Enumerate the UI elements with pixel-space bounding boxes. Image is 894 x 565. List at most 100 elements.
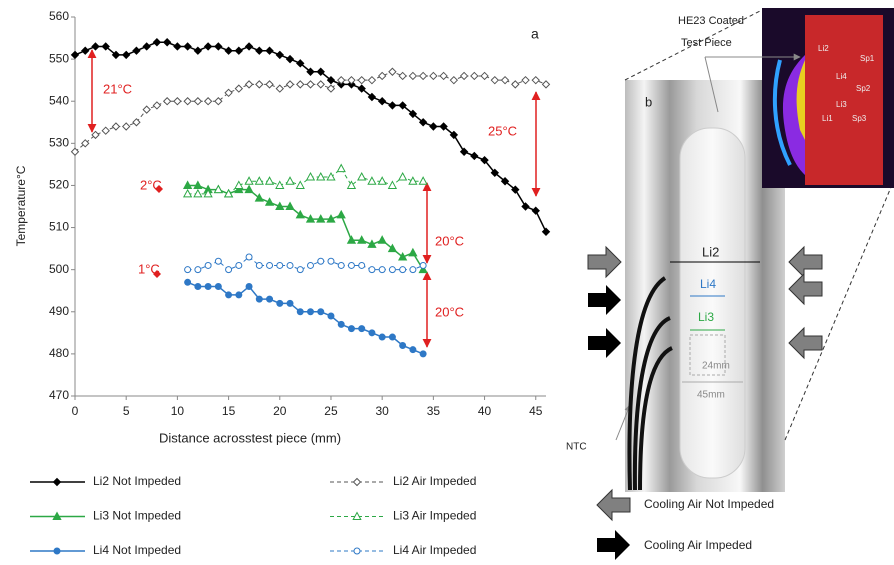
marker [255,46,264,55]
marker [511,80,520,89]
marker [182,188,193,198]
legend-marker [53,547,61,555]
marker [276,299,284,307]
marker [358,325,366,333]
marker [398,71,407,81]
thermal-label: Li2 [818,44,829,53]
marker [408,71,418,81]
marker [296,80,305,89]
marker [285,201,295,210]
marker [449,75,459,85]
legend-marker [353,547,361,555]
legend-item: Li3 Air Impeded [330,509,476,523]
marker [214,283,222,291]
marker [234,184,244,194]
marker [418,176,428,185]
marker [70,147,80,156]
marker [459,71,469,81]
marker [337,320,345,328]
marker [459,147,469,156]
marker [193,46,203,55]
marker [305,214,316,223]
marker [245,253,253,261]
x-tick-label: 30 [375,404,389,418]
marker [307,308,314,316]
marker [235,261,243,269]
marker [408,109,418,119]
marker [316,80,325,89]
marker [316,67,325,76]
x-tick-label: 15 [222,404,236,418]
legend-item: Li2 Not Impeded [30,474,181,488]
marker [418,71,428,81]
marker [326,84,336,93]
test-slot [679,127,746,479]
marker [521,202,530,211]
marker [470,151,479,161]
y-tick-label: 490 [49,304,69,318]
marker [275,180,285,189]
marker [357,235,367,244]
diagram-legend-label: Cooling Air Impeded [644,538,752,552]
marker [388,101,397,110]
marker [429,122,438,131]
legend-item: Li4 Air Impeded [330,543,476,557]
marker [121,50,131,60]
test-piece-label: HE23 Coated [678,15,744,27]
marker [91,130,100,140]
marker [162,97,172,106]
thermal-label: Sp2 [856,84,871,93]
marker [367,239,377,248]
marker [111,122,121,131]
y-axis-label: Temperature°C [14,165,28,246]
marker [337,75,346,85]
marker [81,139,90,148]
legend-label: Li3 Air Impeded [393,509,476,523]
test-piece-label: Test Piece [681,37,732,49]
y-tick-label: 560 [49,9,69,23]
thermal-label: Sp3 [852,114,867,123]
marker [480,71,489,81]
gauge-label: Li4 [700,277,716,291]
marker [184,278,192,286]
dimension-label: 45mm [697,390,725,401]
marker [358,261,366,269]
legend-item: Li4 Not Impeded [30,543,181,557]
marker [377,71,387,81]
marker [326,214,336,223]
thermal-labels: Li2 Sp1 Li4 Sp2 Li3 Li1 Sp3 [818,44,875,123]
marker [500,177,510,186]
marker [193,97,203,106]
marker [388,333,396,341]
legend-marker [52,477,62,487]
marker [184,266,192,274]
marker [285,176,295,185]
thermal-label: Li1 [822,114,833,123]
marker [541,227,551,236]
marker [101,126,110,135]
marker [234,180,244,189]
legend: Li2 Not Impeded Li2 Air Impeded Li3 Not Im… [30,474,476,557]
y-tick-label: 510 [49,220,69,234]
marker [357,84,366,93]
series-line [187,256,424,271]
marker [326,171,336,181]
marker [305,171,316,181]
marker [235,291,243,299]
marker [367,75,377,85]
legend-marker [52,511,62,520]
marker [234,46,244,55]
legend-label: Li4 Not Impeded [93,543,181,557]
y-tick-label: 500 [49,262,69,276]
marker [132,118,141,127]
marker [255,80,264,89]
annotation: a [531,26,539,42]
marker [111,50,121,60]
marker [182,180,193,189]
marker [408,176,418,185]
marker [378,333,386,341]
panel-label: b [645,94,652,109]
marker [317,308,325,316]
legend-marker [352,511,362,520]
